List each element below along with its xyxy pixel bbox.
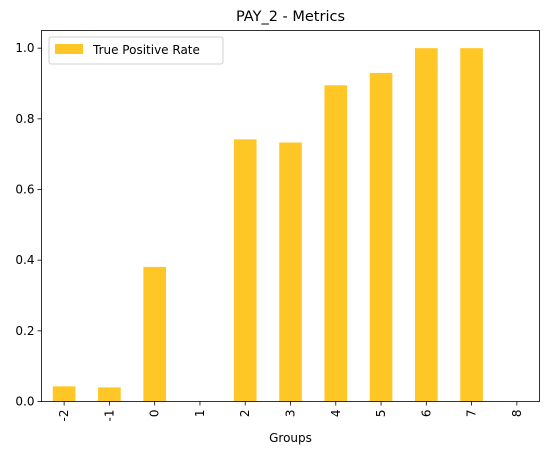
y-tick-label: 1.0 <box>15 41 34 55</box>
chart-title: PAY_2 - Metrics <box>236 9 345 25</box>
bar--1 <box>98 387 121 402</box>
y-tick-label: 0.8 <box>15 112 34 126</box>
x-tick-label: 2 <box>238 410 252 418</box>
y-tick-label: 0.4 <box>15 253 34 267</box>
x-tick-label: 8 <box>510 410 524 418</box>
legend-swatch <box>55 44 83 54</box>
bars-group <box>52 48 483 402</box>
bar-0 <box>143 266 166 402</box>
bar-5 <box>369 72 393 402</box>
y-axis-ticks: 0.0 0.2 0.4 0.6 0.8 1.0 <box>15 41 42 409</box>
legend: True Positive Rate <box>48 36 224 65</box>
x-axis-ticks: -2 -1 0 1 2 3 4 5 6 7 8 <box>57 401 524 422</box>
x-tick-label: 6 <box>419 410 433 418</box>
y-tick-label: 0.2 <box>15 324 34 338</box>
bar-2 <box>233 139 257 402</box>
bar--2 <box>52 386 76 402</box>
y-tick-label: 0.0 <box>15 395 34 409</box>
bar-4 <box>324 85 348 402</box>
x-tick-label: 5 <box>374 410 388 418</box>
x-tick-label: 4 <box>329 410 343 418</box>
x-tick-label: -2 <box>57 410 71 422</box>
x-tick-label: 7 <box>465 410 479 418</box>
legend-label: True Positive Rate <box>92 43 200 57</box>
x-axis-label: Groups <box>269 431 312 445</box>
bar-3 <box>279 142 302 402</box>
plot-frame <box>41 30 540 402</box>
bar-7 <box>460 48 483 402</box>
x-tick-label: 0 <box>148 410 162 418</box>
legend-box <box>48 36 224 65</box>
x-tick-label: -1 <box>102 410 116 422</box>
x-tick-label: 3 <box>284 410 298 418</box>
y-tick-label: 0.6 <box>15 183 34 197</box>
bar-6 <box>415 48 438 402</box>
x-tick-label: 1 <box>193 410 207 418</box>
